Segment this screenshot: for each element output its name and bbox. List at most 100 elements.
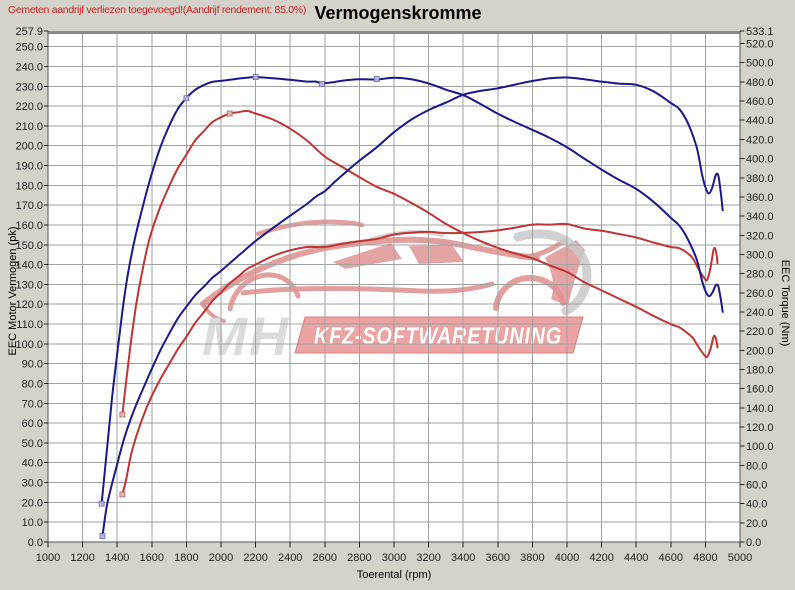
tick-label: 180.0: [15, 180, 43, 192]
tick-label: 420.0: [746, 134, 774, 146]
tick-label: 1600: [140, 552, 164, 564]
tick-label: 3800: [520, 552, 544, 564]
tick-label: 50.0: [22, 438, 43, 450]
tick-label-layer: 257.9 250.0 240.0 230.0 220.0 210.0 200.0 190.0…: [15, 26, 773, 564]
tick-label: 4800: [693, 552, 717, 564]
tick-label: 180.0: [746, 364, 774, 376]
tick-label: 3400: [451, 552, 475, 564]
curves-layer: [100, 76, 724, 538]
tick-label: 440.0: [746, 115, 774, 127]
tick-label: 480.0: [746, 77, 774, 89]
tick-label: 400.0: [746, 154, 774, 166]
tick-label: 2400: [278, 552, 302, 564]
car-silhouette-watermark: [227, 272, 301, 312]
car-silhouette-watermark: [409, 245, 464, 264]
tick-label: 130.0: [15, 279, 43, 291]
tick-label: 1200: [70, 552, 94, 564]
markers-layer: [98, 74, 380, 539]
tick-label: 4200: [589, 552, 613, 564]
tick-label: 150.0: [15, 240, 43, 252]
curve-marker: [226, 110, 233, 117]
tick-label: 190.0: [15, 161, 43, 173]
curve-original-torque-nm: [121, 109, 719, 416]
tick-label: 300.0: [746, 249, 774, 261]
tick-label: 60.0: [746, 479, 767, 491]
tick-label: 2800: [347, 552, 371, 564]
y-axis-right-title: EEC Torque (Nm): [779, 259, 791, 347]
tick-label: 80.0: [746, 460, 767, 472]
tick-label: 110.0: [16, 319, 43, 331]
car-silhouette-watermark: [200, 236, 540, 307]
tick-label: 160.0: [746, 384, 774, 396]
tick-label: 30.0: [22, 478, 43, 490]
curve-marker: [99, 533, 106, 539]
tick-label: 460.0: [746, 96, 774, 108]
curve-marker: [373, 76, 380, 82]
tick-label: 520.0: [746, 39, 774, 51]
tick-label: 140.0: [15, 260, 43, 272]
tick-label: 40.0: [22, 458, 43, 470]
tick-label: 170.0: [15, 200, 43, 212]
tick-label: 340.0: [746, 211, 774, 223]
banner-watermark-text: KFZ-SOFTWARETUNING: [314, 323, 562, 350]
tick-label: 40.0: [746, 499, 767, 511]
curve-marker: [98, 500, 105, 507]
car-silhouette-watermark: [201, 302, 226, 323]
x-axis-title: Toerental (rpm): [356, 569, 432, 581]
tick-label: 250.0: [15, 42, 43, 54]
curve-original-power-pk: [121, 222, 719, 496]
tick-label: 260.0: [746, 288, 774, 300]
tick-label: 60.0: [22, 418, 43, 430]
chart-title: Vermogenskromme: [314, 3, 482, 23]
curve-marker: [252, 74, 259, 81]
tick-label: 10.0: [22, 517, 43, 529]
tick-label: 140.0: [746, 403, 774, 415]
tick-label: 1400: [105, 552, 129, 564]
tick-label: 220.0: [15, 101, 43, 113]
axes-layer: [47, 31, 741, 543]
tick-label: 3200: [416, 552, 440, 564]
tick-label: 360.0: [746, 192, 774, 204]
tick-label: 2600: [313, 552, 337, 564]
tick-label: 230.0: [15, 81, 43, 93]
tick-label: 70.0: [22, 398, 43, 410]
mh-logo-watermark: MH: [202, 307, 290, 367]
tick-label: 90.0: [22, 359, 43, 371]
curve-marker: [318, 80, 325, 87]
tick-label: 200.0: [746, 345, 774, 357]
tick-label: 200.0: [15, 141, 43, 153]
tick-label: 240.0: [746, 307, 774, 319]
curve-marker: [119, 491, 126, 498]
curve-marker: [119, 411, 126, 418]
tick-label: 4000: [555, 552, 579, 564]
tick-label: 80.0: [22, 378, 43, 390]
tick-label: 2200: [243, 552, 267, 564]
curve-marker: [183, 95, 190, 102]
tick-label: 3000: [382, 552, 406, 564]
tick-label: 100.0: [15, 339, 43, 351]
tick-label: 257.9: [15, 26, 43, 38]
tick-label: 3600: [486, 552, 510, 564]
tick-label: 1800: [174, 552, 198, 564]
car-silhouette-watermark: [333, 243, 402, 269]
tick-label: 380.0: [746, 173, 774, 185]
tick-label: 120.0: [746, 422, 774, 434]
tick-label: 160.0: [15, 220, 43, 232]
y-axis-left-title: EEC Motor Vermogen (pk): [7, 226, 19, 356]
curve-tuned-power-pk: [101, 76, 724, 538]
tick-label: 533.1: [746, 26, 774, 38]
tick-label: 320.0: [746, 230, 774, 242]
car-silhouette-watermark: [545, 240, 585, 306]
tick-label: 4400: [624, 552, 648, 564]
tick-label: 5000: [728, 552, 752, 564]
tick-label: 2000: [209, 552, 233, 564]
car-silhouette-watermark: [240, 281, 495, 296]
tick-label: 500.0: [746, 58, 774, 70]
curve-tuned-torque-nm: [100, 76, 724, 505]
tick-label: 120.0: [15, 299, 43, 311]
tick-label: 210.0: [15, 121, 43, 133]
tick-label: 4600: [659, 552, 683, 564]
tick-label: 240.0: [15, 61, 43, 73]
